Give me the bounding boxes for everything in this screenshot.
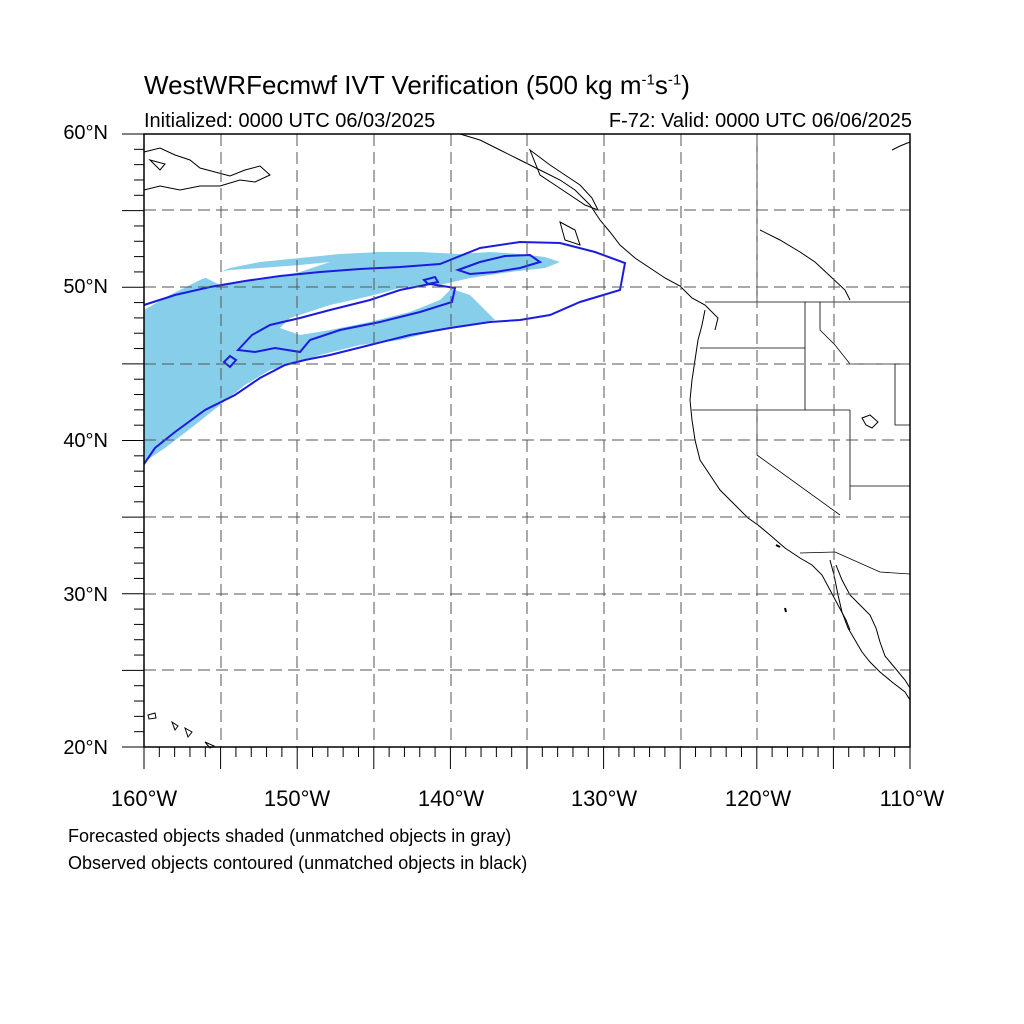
state-borders	[692, 134, 911, 575]
lat-label-50: 50°N	[63, 276, 108, 298]
lat-label-30: 30°N	[63, 584, 108, 606]
valid-time-label: F-72: Valid: 0000 UTC 06/06/2025	[608, 110, 912, 132]
lon-label-150w: 150°W	[263, 786, 331, 811]
map-title: WestWRFecmwf IVT Verification (500 kg m-…	[144, 70, 690, 100]
coastlines	[143, 133, 911, 749]
lon-label-160w: 160°W	[110, 786, 178, 811]
legend-note-observed: Observed objects contoured (unmatched ob…	[68, 853, 528, 873]
lon-label-130w: 130°W	[570, 786, 638, 811]
observed-object-contour	[235, 282, 457, 354]
lon-label-120w: 120°W	[724, 786, 792, 811]
lat-label-60: 60°N	[63, 122, 108, 144]
lat-label-20: 20°N	[63, 737, 108, 759]
observed-object-contour	[422, 275, 440, 286]
lat-label-40: 40°N	[63, 430, 108, 452]
observed-object-contour	[222, 354, 238, 369]
observed-object-contour	[143, 240, 627, 465]
forecast-object-shaded	[144, 252, 560, 462]
init-time-label: Initialized: 0000 UTC 06/03/2025	[144, 110, 436, 132]
axis-ticks	[122, 133, 911, 769]
forecast-object-hole	[280, 284, 452, 335]
legend-note-forecast: Forecasted objects shaded (unmatched obj…	[68, 826, 512, 846]
observed-object-contour	[454, 253, 543, 276]
lon-label-140w: 140°W	[417, 786, 485, 811]
graticule	[144, 134, 910, 747]
lon-label-110w: 110°W	[879, 786, 945, 811]
